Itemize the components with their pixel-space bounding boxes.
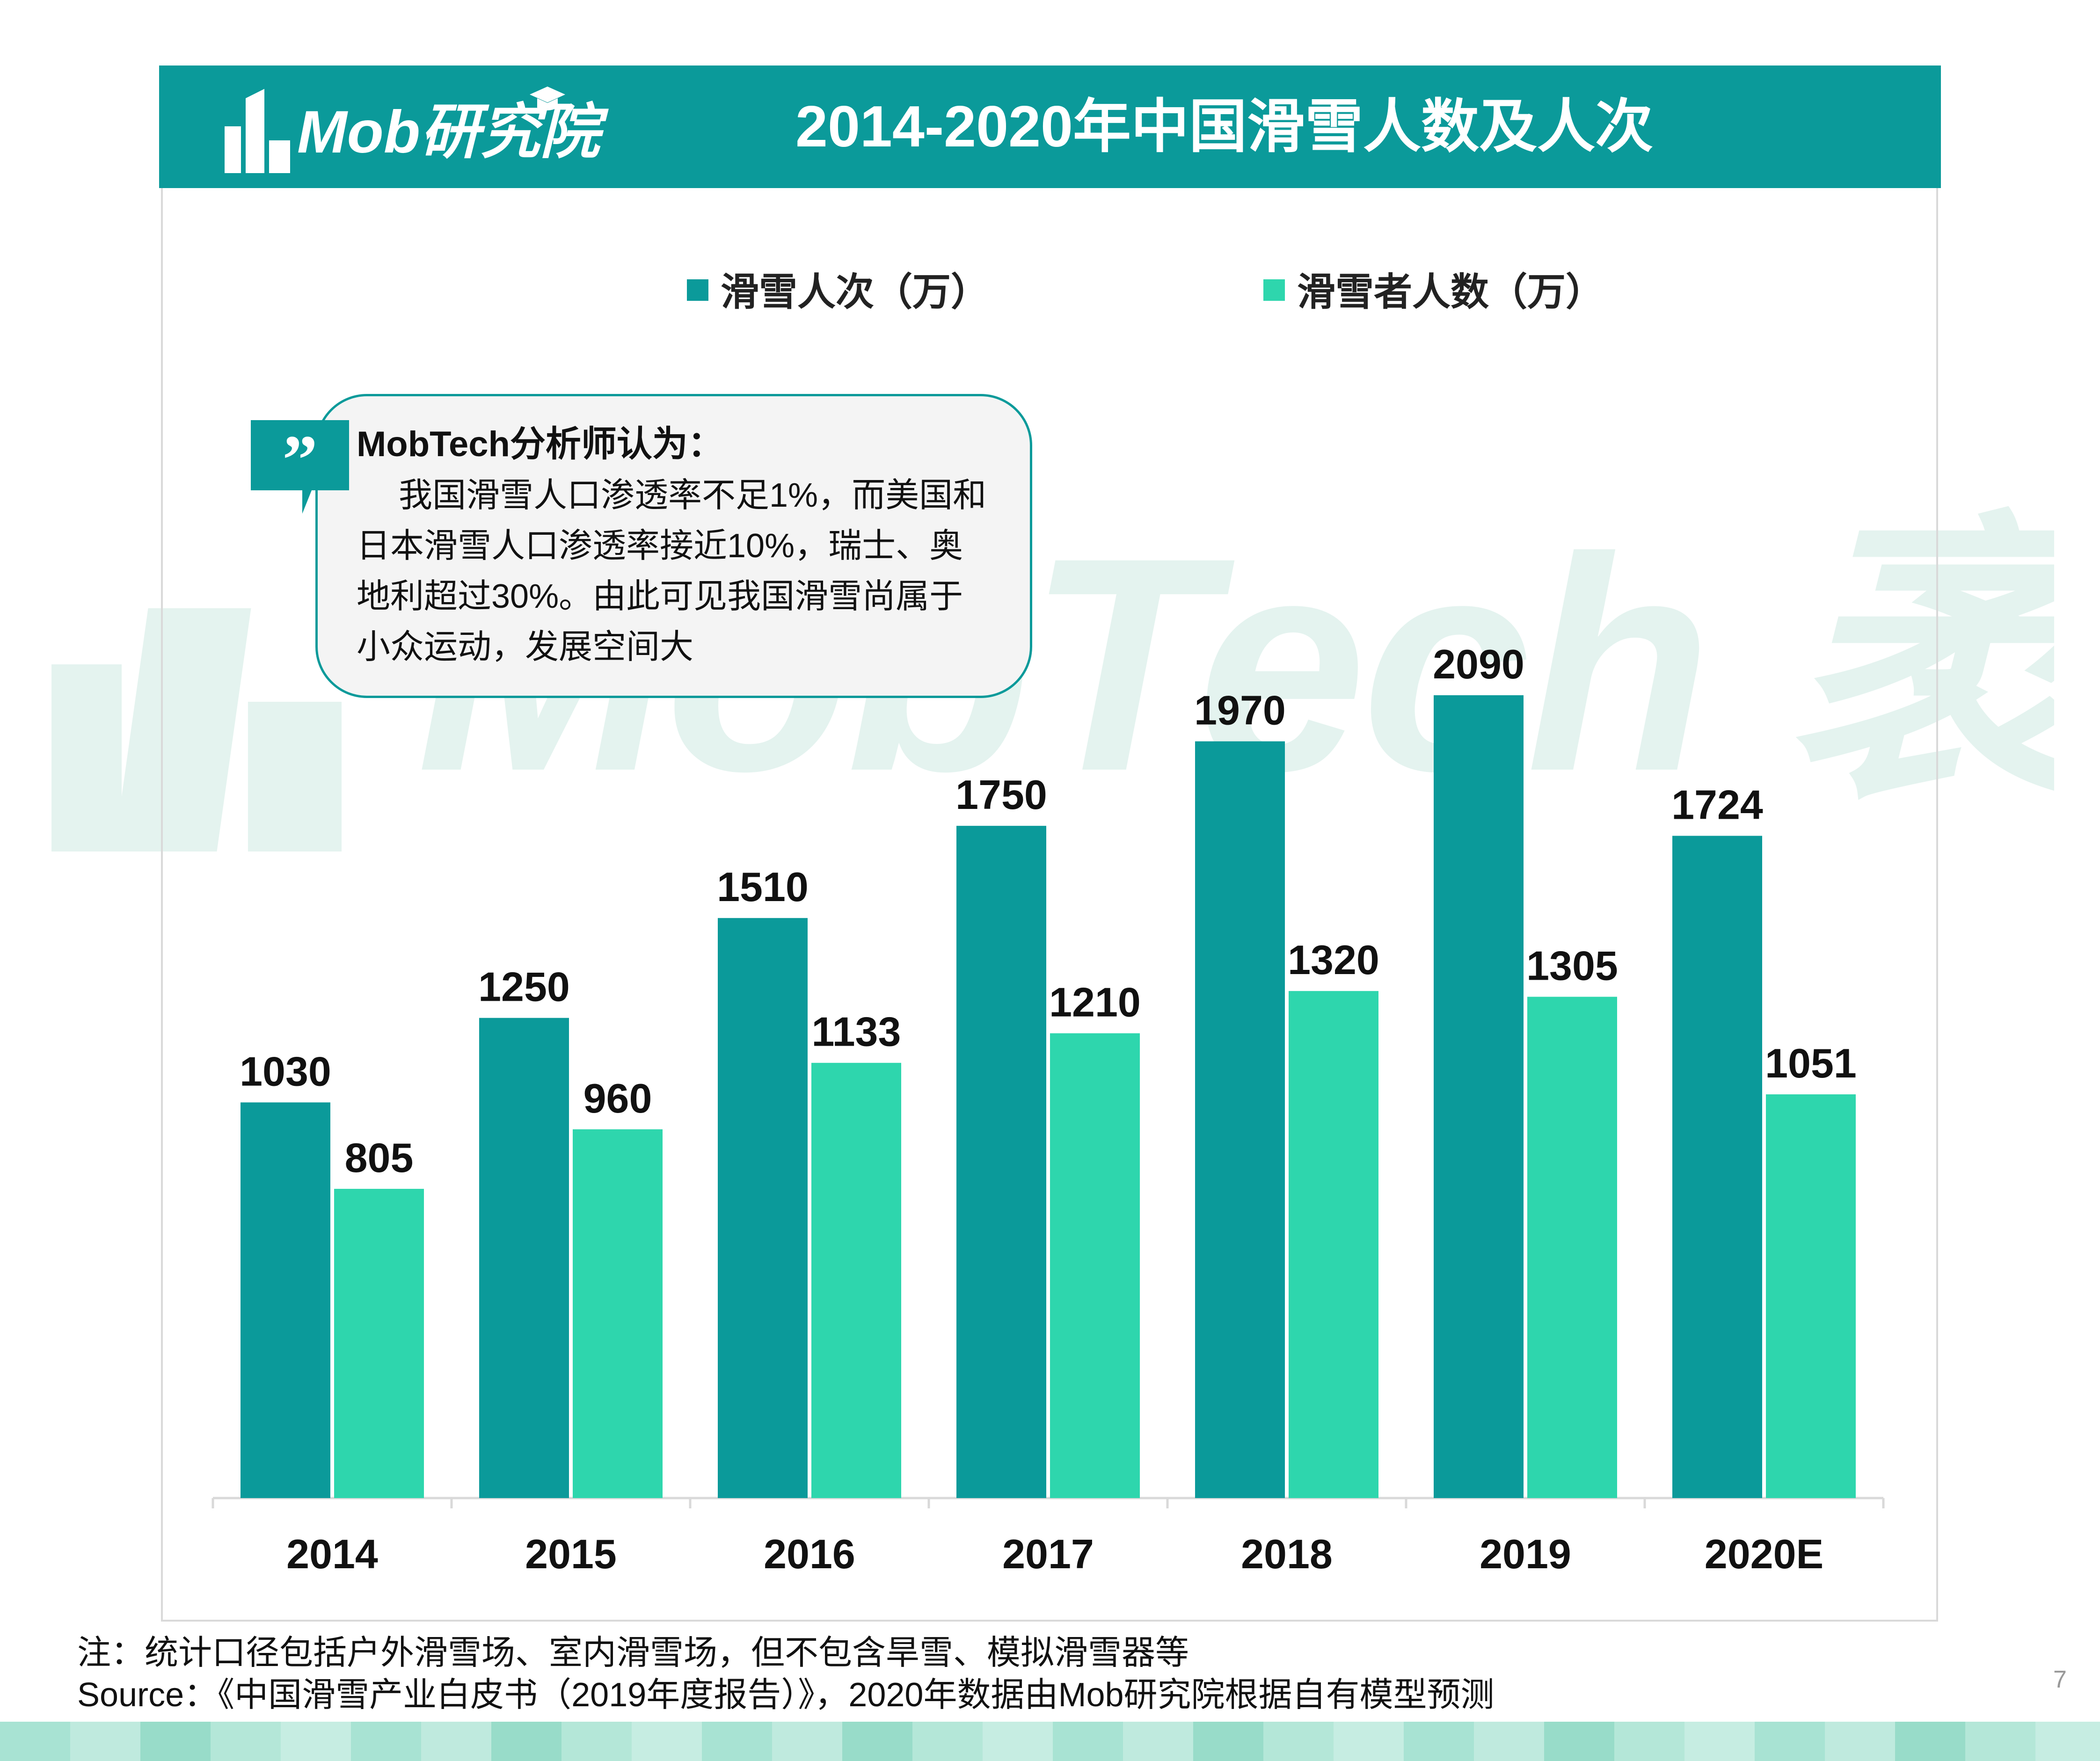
legend-swatch-series-1 <box>687 279 708 301</box>
stripe-segment <box>702 1722 772 1761</box>
data-label-series-1-2020E: 1724 <box>1671 782 1763 828</box>
stripe-segment <box>1755 1722 1825 1761</box>
callout-line: 日本滑雪人口渗透率接近10%，瑞士、奥 <box>357 527 963 565</box>
analyst-callout <box>315 394 1032 698</box>
stripe-segment <box>1965 1722 2035 1761</box>
x-tick-label-2016: 2016 <box>764 1531 855 1577</box>
logo: Mob研究院 <box>220 84 600 173</box>
callout-line: 小众运动，发展空间大 <box>357 628 694 666</box>
callout-line: 地利超过30%。由此可见我国滑雪尚属于 <box>357 578 963 615</box>
data-label-series-1-2014: 1030 <box>240 1048 331 1094</box>
stripe-segment <box>211 1722 281 1761</box>
data-label-series-2-2017: 1210 <box>1049 979 1141 1026</box>
bar-series-2-2019 <box>1527 997 1617 1498</box>
stripe-segment <box>912 1722 983 1761</box>
bar-series-2-2016 <box>811 1062 901 1498</box>
stripe-segment <box>1053 1722 1123 1761</box>
x-tick-label-2014: 2014 <box>286 1531 378 1577</box>
bar-series-1-2018 <box>1195 741 1285 1498</box>
graduation-cap-icon <box>530 87 565 110</box>
bar-series-2-2017 <box>1050 1033 1140 1498</box>
stripe-segment <box>1474 1722 1544 1761</box>
data-label-series-1-2015: 1250 <box>478 964 570 1010</box>
x-tick-label-2015: 2015 <box>525 1531 617 1577</box>
stripe-segment <box>983 1722 1053 1761</box>
x-axis <box>211 1497 1885 1508</box>
legend-swatch-series-2 <box>1263 279 1285 301</box>
bar-series-2-2014 <box>334 1189 424 1498</box>
stripe-segment <box>1895 1722 1965 1761</box>
stripe-segment <box>421 1722 491 1761</box>
x-tick-label-2018: 2018 <box>1241 1531 1333 1577</box>
bar-series-1-2017 <box>956 826 1046 1498</box>
stripe-segment <box>491 1722 561 1761</box>
bar-series-1-2019 <box>1434 695 1524 1498</box>
x-tick-label-2020E: 2020E <box>1705 1531 1823 1577</box>
callout-title: MobTech分析师认为： <box>357 424 723 464</box>
data-label-series-1-2017: 1750 <box>955 771 1047 818</box>
data-label-series-1-2016: 1510 <box>717 864 809 910</box>
bar-series-1-2014 <box>241 1102 330 1498</box>
header-bar: Mob研究院 2014-2020年中国滑雪人数及人次 <box>159 65 1941 188</box>
stripe-segment <box>1404 1722 1474 1761</box>
data-label-series-2-2015: 960 <box>583 1075 652 1121</box>
data-label-series-2-2016: 1133 <box>812 1009 901 1055</box>
data-label-series-1-2019: 2090 <box>1433 641 1524 687</box>
stripe-segment <box>140 1722 211 1761</box>
page-title: 2014-2020年中国滑雪人数及人次 <box>795 95 1653 159</box>
x-tick-label-2017: 2017 <box>1002 1531 1094 1577</box>
legend-label-series-2: 滑雪者人数（万） <box>1297 271 1604 313</box>
stripe-segment <box>1825 1722 1895 1761</box>
stripe-segment <box>1123 1722 1193 1761</box>
data-label-series-1-2018: 1970 <box>1194 687 1286 734</box>
data-label-series-2-2014: 805 <box>345 1135 414 1181</box>
bar-series-1-2020E <box>1672 836 1762 1498</box>
bar-series-1-2016 <box>718 918 808 1498</box>
notes: 注：统计口径包括户外滑雪场、室内滑雪场，但不包含旱雪、模拟滑雪器等 Source… <box>77 1632 1495 1716</box>
page-number: 7 <box>2053 1666 2067 1693</box>
content-frame <box>161 188 1938 1622</box>
stripe-segment <box>842 1722 912 1761</box>
chart-labels: 1030 805 2014 1250 960 2015 1510 1133 2016 1750 12… <box>240 641 1857 1577</box>
quote-icon: ” <box>251 420 349 514</box>
stripe-segment <box>2035 1722 2100 1761</box>
source-text: Source：《中国滑雪产业白皮书（2019年度报告）》，2020年数据由Mob… <box>77 1676 1495 1714</box>
stripe-segment <box>0 1722 70 1761</box>
data-label-series-2-2019: 1305 <box>1526 943 1618 989</box>
stripe-segment <box>632 1722 702 1761</box>
x-tick-label-2019: 2019 <box>1480 1531 1571 1577</box>
stripe-segment <box>772 1722 842 1761</box>
stripe-segment <box>1334 1722 1404 1761</box>
svg-text:”: ” <box>283 421 318 499</box>
callout-body: 我国滑雪人口渗透率不足1%，而美国和 日本滑雪人口渗透率接近10%，瑞士、奥 地… <box>357 470 1021 672</box>
stripe-segment <box>1684 1722 1755 1761</box>
bar-series-2-2018 <box>1289 991 1378 1498</box>
stripe-segment <box>1263 1722 1334 1761</box>
stripe-segment <box>1193 1722 1263 1761</box>
stripe-segment <box>70 1722 140 1761</box>
bar-series-1-2015 <box>479 1018 569 1498</box>
note-text: 注：统计口径包括户外滑雪场、室内滑雪场，但不包含旱雪、模拟滑雪器等 <box>77 1634 1189 1672</box>
stripe-segment <box>351 1722 421 1761</box>
stripe-segment <box>281 1722 351 1761</box>
legend-label-series-1: 滑雪人次（万） <box>721 271 990 313</box>
callout-line: 我国滑雪人口渗透率不足1%，而美国和 <box>399 477 987 514</box>
logo-mark-icon <box>225 89 290 173</box>
data-label-series-2-2018: 1320 <box>1288 937 1379 983</box>
bar-series-2-2015 <box>573 1129 663 1498</box>
stripe-segment <box>1614 1722 1684 1761</box>
data-label-series-2-2020E: 1051 <box>1765 1040 1857 1086</box>
bar-series-2-2020E <box>1766 1094 1856 1498</box>
stripe-segment <box>561 1722 632 1761</box>
stripe-segment <box>1544 1722 1614 1761</box>
chart-bars <box>241 695 1856 1498</box>
bottom-stripe <box>0 1722 2100 1761</box>
